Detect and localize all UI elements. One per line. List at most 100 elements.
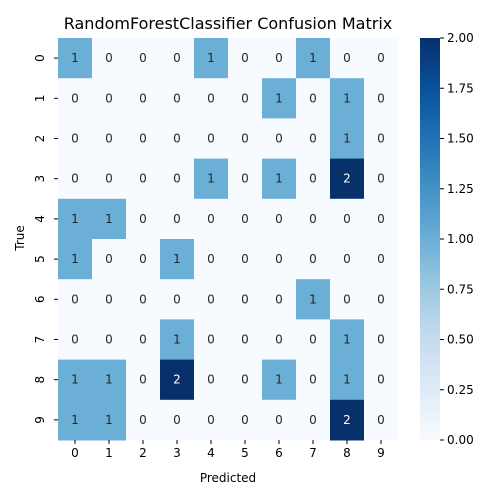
heatmap-cell bbox=[228, 118, 263, 160]
x-tick-label: 9 bbox=[377, 446, 385, 460]
heatmap-cell bbox=[262, 239, 297, 280]
heatmap-cell bbox=[364, 279, 399, 320]
heatmap-cell-labels: 1 0 0 0 1 0 0 1 0 0 0 0 0 0 0 0 1 0 1 0 0 0 0 0 0 0 0 0 1 0 0 0 0 0 1 0 1 0 2 0… bbox=[71, 51, 385, 427]
heatmap-cell bbox=[194, 78, 229, 119]
heatmap-cell bbox=[194, 279, 229, 320]
heatmap-cell bbox=[160, 198, 195, 240]
cell-value-label: 0 bbox=[139, 252, 147, 266]
cell-value-label: 1 bbox=[71, 373, 79, 387]
heatmap-cell bbox=[262, 78, 297, 119]
y-tick-label: 0 bbox=[33, 54, 47, 62]
heatmap-cell bbox=[160, 118, 195, 160]
colorbar-tick-label: 2.00 bbox=[447, 31, 474, 45]
cell-value-label: 0 bbox=[241, 333, 249, 347]
heatmap-cell bbox=[364, 359, 399, 401]
cell-value-label: 1 bbox=[309, 292, 317, 306]
cell-value-label: 1 bbox=[207, 51, 215, 65]
cell-value-label: 1 bbox=[343, 373, 351, 387]
heatmap-cell bbox=[92, 239, 127, 280]
cell-value-label: 0 bbox=[105, 132, 113, 146]
cell-value-label: 0 bbox=[207, 373, 215, 387]
cell-value-label: 0 bbox=[207, 91, 215, 105]
heatmap-cell bbox=[364, 239, 399, 280]
colorbar: 0.00 0.25 0.50 0.75 1.00 1.25 1.50 1.75 2.00 bbox=[420, 31, 474, 447]
x-tick-label: 4 bbox=[207, 446, 215, 460]
heatmap-cell bbox=[160, 158, 195, 200]
cell-value-label: 0 bbox=[139, 413, 147, 427]
heatmap-cell bbox=[58, 239, 93, 280]
cell-value-label: 0 bbox=[105, 172, 113, 186]
cell-value-label: 0 bbox=[377, 91, 385, 105]
cell-value-label: 0 bbox=[173, 172, 181, 186]
cell-value-label: 0 bbox=[241, 172, 249, 186]
heatmap-cell bbox=[92, 158, 127, 200]
heatmap-cell bbox=[228, 279, 263, 320]
heatmap-cell bbox=[228, 399, 263, 441]
heatmap-cell bbox=[330, 38, 365, 79]
cell-value-label: 0 bbox=[71, 172, 79, 186]
cell-value-label: 0 bbox=[241, 212, 249, 226]
heatmap-cell bbox=[330, 279, 365, 320]
cell-value-label: 0 bbox=[309, 413, 317, 427]
x-tick-label: 7 bbox=[309, 446, 317, 460]
x-tick-label: 1 bbox=[105, 446, 113, 460]
cell-value-label: 0 bbox=[309, 91, 317, 105]
x-axis: 0 1 2 3 4 5 6 7 8 9 bbox=[71, 440, 385, 460]
cell-value-label: 0 bbox=[71, 333, 79, 347]
cell-value-label: 0 bbox=[275, 132, 283, 146]
heatmap-cell bbox=[330, 239, 365, 280]
heatmap-cell bbox=[58, 38, 93, 79]
cell-value-label: 0 bbox=[173, 212, 181, 226]
cell-value-label: 0 bbox=[241, 252, 249, 266]
cell-value-label: 0 bbox=[377, 212, 385, 226]
cell-value-label: 1 bbox=[71, 413, 79, 427]
cell-value-label: 0 bbox=[309, 252, 317, 266]
chart-title: RandomForestClassifier Confusion Matrix bbox=[64, 14, 393, 33]
heatmap-cell bbox=[160, 279, 195, 320]
cell-value-label: 0 bbox=[275, 333, 283, 347]
cell-value-label: 0 bbox=[309, 172, 317, 186]
heatmap-cell bbox=[160, 359, 195, 401]
cell-value-label: 1 bbox=[275, 91, 283, 105]
cell-value-label: 0 bbox=[241, 373, 249, 387]
y-tick-label: 9 bbox=[33, 416, 47, 424]
heatmap-cell bbox=[92, 78, 127, 119]
heatmap-cell bbox=[58, 319, 93, 361]
heatmap-cell bbox=[364, 198, 399, 240]
cell-value-label: 0 bbox=[173, 91, 181, 105]
heatmap-cell bbox=[228, 198, 263, 240]
heatmap-cell bbox=[364, 319, 399, 361]
heatmap-cell bbox=[262, 319, 297, 361]
heatmap-cell bbox=[194, 118, 229, 160]
heatmap-cell bbox=[262, 359, 297, 401]
x-tick-label: 5 bbox=[241, 446, 249, 460]
cell-value-label: 1 bbox=[275, 172, 283, 186]
cell-value-label: 1 bbox=[343, 91, 351, 105]
heatmap-cell bbox=[194, 198, 229, 240]
cell-value-label: 0 bbox=[377, 132, 385, 146]
cell-value-label: 1 bbox=[71, 252, 79, 266]
heatmap-cell bbox=[330, 118, 365, 160]
heatmap-cell bbox=[126, 78, 161, 119]
cell-value-label: 0 bbox=[105, 333, 113, 347]
heatmap-cell bbox=[126, 158, 161, 200]
heatmap-cell bbox=[160, 239, 195, 280]
cell-value-label: 0 bbox=[343, 252, 351, 266]
cell-value-label: 0 bbox=[139, 51, 147, 65]
heatmap-cell bbox=[262, 279, 297, 320]
x-tick-label: 8 bbox=[343, 446, 351, 460]
cell-value-label: 0 bbox=[105, 292, 113, 306]
y-tick-label: 6 bbox=[33, 295, 47, 303]
cell-value-label: 1 bbox=[343, 333, 351, 347]
heatmap-cell bbox=[330, 198, 365, 240]
heatmap-cell bbox=[296, 198, 331, 240]
cell-value-label: 0 bbox=[343, 212, 351, 226]
heatmap-cell bbox=[126, 279, 161, 320]
cell-value-label: 0 bbox=[309, 333, 317, 347]
heatmap-cell bbox=[194, 319, 229, 361]
y-tick-label: 5 bbox=[33, 255, 47, 263]
cell-value-label: 0 bbox=[105, 51, 113, 65]
cell-value-label: 0 bbox=[139, 333, 147, 347]
cell-value-label: 0 bbox=[207, 132, 215, 146]
cell-value-label: 0 bbox=[71, 132, 79, 146]
